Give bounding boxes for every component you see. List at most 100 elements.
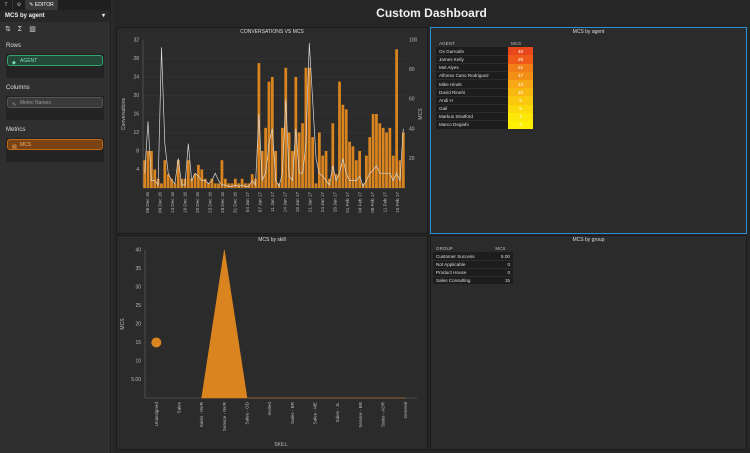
x-tick-label: Invited bbox=[267, 402, 272, 416]
bar bbox=[341, 104, 345, 188]
bar bbox=[186, 160, 190, 188]
table-row[interactable]: Sales Consulting 15 bbox=[433, 276, 513, 286]
mcs-line bbox=[144, 42, 404, 188]
y-tick-label: 35 bbox=[135, 266, 141, 272]
bar bbox=[391, 155, 395, 188]
bar bbox=[257, 63, 261, 188]
tab-text[interactable]: T bbox=[0, 0, 13, 10]
y-tick-label: 15 bbox=[135, 340, 141, 346]
table-row[interactable]: David Rinehi 10 bbox=[436, 88, 533, 97]
x-tick-label: 28 Dec 16 bbox=[220, 192, 225, 213]
table-header-row: GROUP MCS bbox=[433, 244, 513, 252]
bar bbox=[267, 81, 271, 188]
table-row[interactable]: Product House 0 bbox=[433, 268, 513, 278]
panel-conversations-vs-mcs[interactable]: CONVERSATIONS VS MCS 4 8 12 16 20 24 28 32 20 40 6… bbox=[116, 27, 428, 234]
agent-name-cell: Gail bbox=[436, 104, 508, 114]
bar bbox=[163, 160, 167, 188]
panel-title: MCS by agent bbox=[572, 29, 605, 35]
table-row[interactable]: Alfonso Cano Rodriguez 17 bbox=[436, 71, 533, 81]
agent-table-body: Ox Garrodin 40 James Kelly 29 Mel Alyes 21 Alf… bbox=[436, 47, 533, 130]
group-name-cell: Customer Success bbox=[433, 252, 488, 261]
y-tick-label: 4 bbox=[136, 167, 139, 173]
agent-name-cell: Mel Alyes bbox=[436, 63, 508, 73]
bar bbox=[260, 151, 264, 188]
rows-label: Rows bbox=[6, 43, 22, 49]
bar bbox=[170, 178, 173, 188]
group-name-cell: Not Applicable bbox=[433, 260, 488, 270]
swap-axes-icon[interactable]: ⇅ bbox=[5, 26, 11, 33]
mcs-column-header[interactable]: MCS bbox=[511, 40, 522, 46]
table-row[interactable]: Customer Success 5.00 bbox=[433, 252, 513, 261]
panel-mcs-by-group[interactable]: MCS by group GROUP MCS Customer Success 5… bbox=[430, 235, 747, 450]
agent-column-header[interactable]: AGENT bbox=[439, 40, 455, 46]
table-row[interactable]: Markus Stratford 4 bbox=[436, 112, 533, 122]
bar bbox=[371, 114, 375, 188]
metrics-pill-mcs[interactable]: ▤ MCS bbox=[7, 139, 103, 150]
x-tick-label: Sales - JL bbox=[335, 402, 340, 423]
x-tick-label: Sales - NVR bbox=[199, 401, 204, 427]
chevron-down-icon[interactable]: ▾ bbox=[101, 13, 105, 19]
rows-pill-agent[interactable]: ◆ AGENT bbox=[7, 55, 103, 66]
y2-tick-label: 20 bbox=[409, 156, 415, 162]
table-row[interactable]: Gail 5 bbox=[436, 104, 533, 114]
y-tick-label: 24 bbox=[133, 75, 139, 81]
metrics-pill-label: MCS bbox=[20, 142, 32, 148]
columns-label: Columns bbox=[6, 85, 30, 91]
x-tick-label: Service - NVR bbox=[222, 401, 227, 431]
bar bbox=[160, 183, 163, 188]
bar bbox=[301, 123, 304, 188]
bar bbox=[358, 151, 362, 188]
columns-dropzone[interactable]: ✎ Metric Names bbox=[6, 96, 104, 120]
x-tick-label: 08 Feb 17 bbox=[370, 192, 375, 213]
agent-name-cell: Markus Stratford bbox=[436, 112, 508, 122]
agent-name-cell: Ox Garrodin bbox=[436, 47, 508, 56]
bar bbox=[213, 183, 217, 188]
y2-tick-label: 100 bbox=[409, 38, 418, 44]
bar bbox=[230, 183, 234, 188]
metrics-dropzone[interactable]: ▤ MCS bbox=[6, 138, 104, 162]
table-row[interactable]: Not Applicable 0 bbox=[433, 260, 513, 270]
sigma-icon[interactable]: Σ bbox=[17, 25, 23, 33]
tab-settings[interactable]: ⚙ bbox=[13, 0, 26, 10]
measure-icon: ▤ bbox=[12, 144, 17, 150]
y-tick-label: 30 bbox=[135, 285, 141, 291]
bar bbox=[166, 174, 170, 188]
mcs-column-header[interactable]: MCS bbox=[495, 245, 506, 251]
y-axis-label: MCS bbox=[120, 318, 126, 330]
y-tick-label: 40 bbox=[135, 248, 141, 254]
tag-icon: ✎ bbox=[12, 102, 17, 108]
area-series bbox=[201, 249, 406, 399]
mcs-value-cell: 5 bbox=[508, 104, 533, 113]
bar bbox=[331, 123, 335, 188]
mcs-value-cell: 21 bbox=[508, 63, 533, 72]
table-row[interactable]: James Kelly 29 bbox=[436, 55, 533, 65]
widget-title: MCS by agent ▾ bbox=[0, 10, 110, 22]
y2-axis-label: MCS bbox=[418, 108, 424, 120]
table-row[interactable]: Marco Degiahi 3 bbox=[436, 120, 533, 130]
panel-mcs-by-skill[interactable]: MCS by skill 5.00 10 15 20 25 30 35 40 MCS SKILL U… bbox=[116, 235, 428, 450]
y-tick-label: 32 bbox=[133, 38, 139, 44]
rows-dropzone[interactable]: ◆ AGENT bbox=[6, 54, 104, 78]
panel-mcs-by-agent[interactable]: MCS by agent AGENT MCS Ox Garrodin 40 Jame… bbox=[430, 27, 747, 234]
bar bbox=[381, 127, 385, 188]
editor-sidebar: T ⚙ ✎ EDITOR MCS by agent ▾ ⇅ Σ ▥ Rows ◆… bbox=[0, 0, 111, 453]
x-tick-label: Sales - OD bbox=[245, 401, 250, 424]
bar bbox=[153, 169, 157, 188]
bar bbox=[398, 160, 402, 188]
y2-tick-label: 80 bbox=[409, 67, 415, 73]
bar bbox=[247, 183, 251, 188]
table-row[interactable]: Ox Garrodin 40 bbox=[436, 47, 533, 56]
y-tick-label: 20 bbox=[133, 93, 139, 99]
chart-type-icon[interactable]: ▥ bbox=[29, 26, 36, 33]
table-row[interactable]: Mike Hinds 13 bbox=[436, 79, 533, 89]
tab-editor[interactable]: ✎ EDITOR bbox=[26, 0, 58, 10]
x-tick-label: 13 Dec 16 bbox=[170, 192, 175, 213]
bar bbox=[207, 183, 210, 188]
bar bbox=[240, 178, 244, 188]
bar bbox=[351, 146, 355, 188]
group-column-header[interactable]: GROUP bbox=[436, 245, 453, 251]
columns-pill-metric-names[interactable]: ✎ Metric Names bbox=[7, 97, 103, 108]
x-tick-label: 16 Dec 16 bbox=[183, 192, 188, 213]
table-row[interactable]: Mel Alyes 21 bbox=[436, 63, 533, 73]
